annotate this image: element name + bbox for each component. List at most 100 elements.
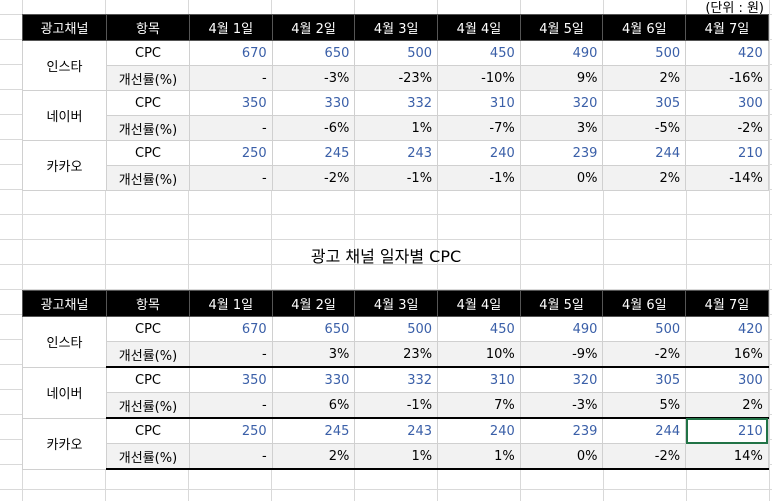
cpc-value-cell[interactable]: 239 xyxy=(519,140,604,166)
item-label-cell[interactable]: 개선률(%) xyxy=(106,392,190,419)
rate-value-cell[interactable]: 3% xyxy=(519,115,604,141)
rate-value-cell[interactable]: -3% xyxy=(271,65,356,91)
rate-value-cell[interactable]: 2% xyxy=(271,443,356,470)
cpc-value-cell[interactable]: 420 xyxy=(685,40,769,66)
rate-value-cell[interactable]: - xyxy=(189,65,273,91)
cpc-value-cell[interactable]: 310 xyxy=(437,90,521,116)
cpc-value-cell[interactable]: 300 xyxy=(685,90,769,116)
cpc-value-cell[interactable]: 210 xyxy=(685,417,769,444)
cpc-value-cell[interactable]: 250 xyxy=(189,417,273,444)
rate-value-cell[interactable]: 2% xyxy=(602,65,687,91)
header-channel[interactable]: 광고채널 xyxy=(22,14,107,41)
rate-value-cell[interactable]: 23% xyxy=(354,341,439,368)
cpc-value-cell[interactable]: 330 xyxy=(271,90,356,116)
header-item[interactable]: 항목 xyxy=(106,290,190,317)
cpc-value-cell[interactable]: 330 xyxy=(271,366,356,393)
rate-value-cell[interactable]: -5% xyxy=(602,115,687,141)
header-date[interactable]: 4월 4일 xyxy=(437,14,521,41)
rate-value-cell[interactable]: - xyxy=(189,115,273,141)
cpc-value-cell[interactable]: 240 xyxy=(437,417,521,444)
rate-value-cell[interactable]: - xyxy=(189,341,273,368)
channel-cell[interactable]: 카카오 xyxy=(22,140,107,191)
rate-value-cell[interactable]: -9% xyxy=(519,341,604,368)
cpc-value-cell[interactable]: 332 xyxy=(354,366,439,393)
item-label-cell[interactable]: 개선률(%) xyxy=(106,65,190,91)
rate-value-cell[interactable]: -3% xyxy=(519,392,604,419)
rate-value-cell[interactable]: -2% xyxy=(602,443,687,470)
header-date[interactable]: 4월 3일 xyxy=(354,14,439,41)
rate-value-cell[interactable]: 1% xyxy=(354,443,439,470)
item-label-cell[interactable]: CPC xyxy=(106,316,190,342)
header-date[interactable]: 4월 1일 xyxy=(189,14,273,41)
rate-value-cell[interactable]: 2% xyxy=(602,165,687,191)
channel-cell[interactable]: 네이버 xyxy=(22,366,107,419)
rate-value-cell[interactable]: 10% xyxy=(437,341,521,368)
cpc-value-cell[interactable]: 490 xyxy=(519,316,604,342)
rate-value-cell[interactable]: 7% xyxy=(437,392,521,419)
header-date[interactable]: 4월 6일 xyxy=(602,290,687,317)
cpc-value-cell[interactable]: 500 xyxy=(602,40,687,66)
cpc-value-cell[interactable]: 670 xyxy=(189,316,273,342)
header-date[interactable]: 4월 7일 xyxy=(685,290,769,317)
rate-value-cell[interactable]: -6% xyxy=(271,115,356,141)
rate-value-cell[interactable]: 1% xyxy=(437,443,521,470)
cpc-value-cell[interactable]: 239 xyxy=(519,417,604,444)
rate-value-cell[interactable]: 0% xyxy=(519,165,604,191)
cpc-value-cell[interactable]: 320 xyxy=(519,366,604,393)
rate-value-cell[interactable]: - xyxy=(189,443,273,470)
item-label-cell[interactable]: 개선률(%) xyxy=(106,443,190,470)
cpc-value-cell[interactable]: 243 xyxy=(354,140,439,166)
item-label-cell[interactable]: 개선률(%) xyxy=(106,341,190,368)
header-date[interactable]: 4월 2일 xyxy=(271,290,356,317)
cpc-value-cell[interactable]: 244 xyxy=(602,140,687,166)
header-date[interactable]: 4월 4일 xyxy=(437,290,521,317)
rate-value-cell[interactable]: -2% xyxy=(271,165,356,191)
header-date[interactable]: 4월 7일 xyxy=(685,14,769,41)
cpc-value-cell[interactable]: 450 xyxy=(437,40,521,66)
cpc-value-cell[interactable]: 320 xyxy=(519,90,604,116)
cpc-value-cell[interactable]: 500 xyxy=(602,316,687,342)
rate-value-cell[interactable]: 9% xyxy=(519,65,604,91)
item-label-cell[interactable]: CPC xyxy=(106,90,190,116)
header-date[interactable]: 4월 2일 xyxy=(271,14,356,41)
rate-value-cell[interactable]: -16% xyxy=(685,65,769,91)
cpc-value-cell[interactable]: 670 xyxy=(189,40,273,66)
cpc-value-cell[interactable]: 500 xyxy=(354,40,439,66)
rate-value-cell[interactable]: - xyxy=(189,392,273,419)
header-item[interactable]: 항목 xyxy=(106,14,190,41)
rate-value-cell[interactable]: -14% xyxy=(685,165,769,191)
rate-value-cell[interactable]: -23% xyxy=(354,65,439,91)
header-date[interactable]: 4월 5일 xyxy=(519,290,604,317)
cpc-value-cell[interactable]: 350 xyxy=(189,90,273,116)
item-label-cell[interactable]: 개선률(%) xyxy=(106,115,190,141)
cpc-value-cell[interactable]: 332 xyxy=(354,90,439,116)
cpc-value-cell[interactable]: 305 xyxy=(602,90,687,116)
cpc-value-cell[interactable]: 420 xyxy=(685,316,769,342)
rate-value-cell[interactable]: 5% xyxy=(602,392,687,419)
cpc-value-cell[interactable]: 650 xyxy=(271,316,356,342)
rate-value-cell[interactable]: -1% xyxy=(354,392,439,419)
rate-value-cell[interactable]: -1% xyxy=(354,165,439,191)
cpc-value-cell[interactable]: 210 xyxy=(685,140,769,166)
rate-value-cell[interactable]: - xyxy=(189,165,273,191)
channel-cell[interactable]: 네이버 xyxy=(22,90,107,141)
rate-value-cell[interactable]: -1% xyxy=(437,165,521,191)
header-date[interactable]: 4월 5일 xyxy=(519,14,604,41)
item-label-cell[interactable]: CPC xyxy=(106,40,190,66)
cpc-value-cell[interactable]: 350 xyxy=(189,366,273,393)
cpc-value-cell[interactable]: 243 xyxy=(354,417,439,444)
rate-value-cell[interactable]: -2% xyxy=(685,115,769,141)
cpc-value-cell[interactable]: 450 xyxy=(437,316,521,342)
header-date[interactable]: 4월 6일 xyxy=(602,14,687,41)
cpc-value-cell[interactable]: 244 xyxy=(602,417,687,444)
rate-value-cell[interactable]: 1% xyxy=(354,115,439,141)
channel-cell[interactable]: 카카오 xyxy=(22,417,107,470)
rate-value-cell[interactable]: -7% xyxy=(437,115,521,141)
cpc-value-cell[interactable]: 490 xyxy=(519,40,604,66)
rate-value-cell[interactable]: 0% xyxy=(519,443,604,470)
channel-cell[interactable]: 인스타 xyxy=(22,40,107,91)
cpc-value-cell[interactable]: 240 xyxy=(437,140,521,166)
cpc-value-cell[interactable]: 250 xyxy=(189,140,273,166)
header-date[interactable]: 4월 3일 xyxy=(354,290,439,317)
rate-value-cell[interactable]: 3% xyxy=(271,341,356,368)
